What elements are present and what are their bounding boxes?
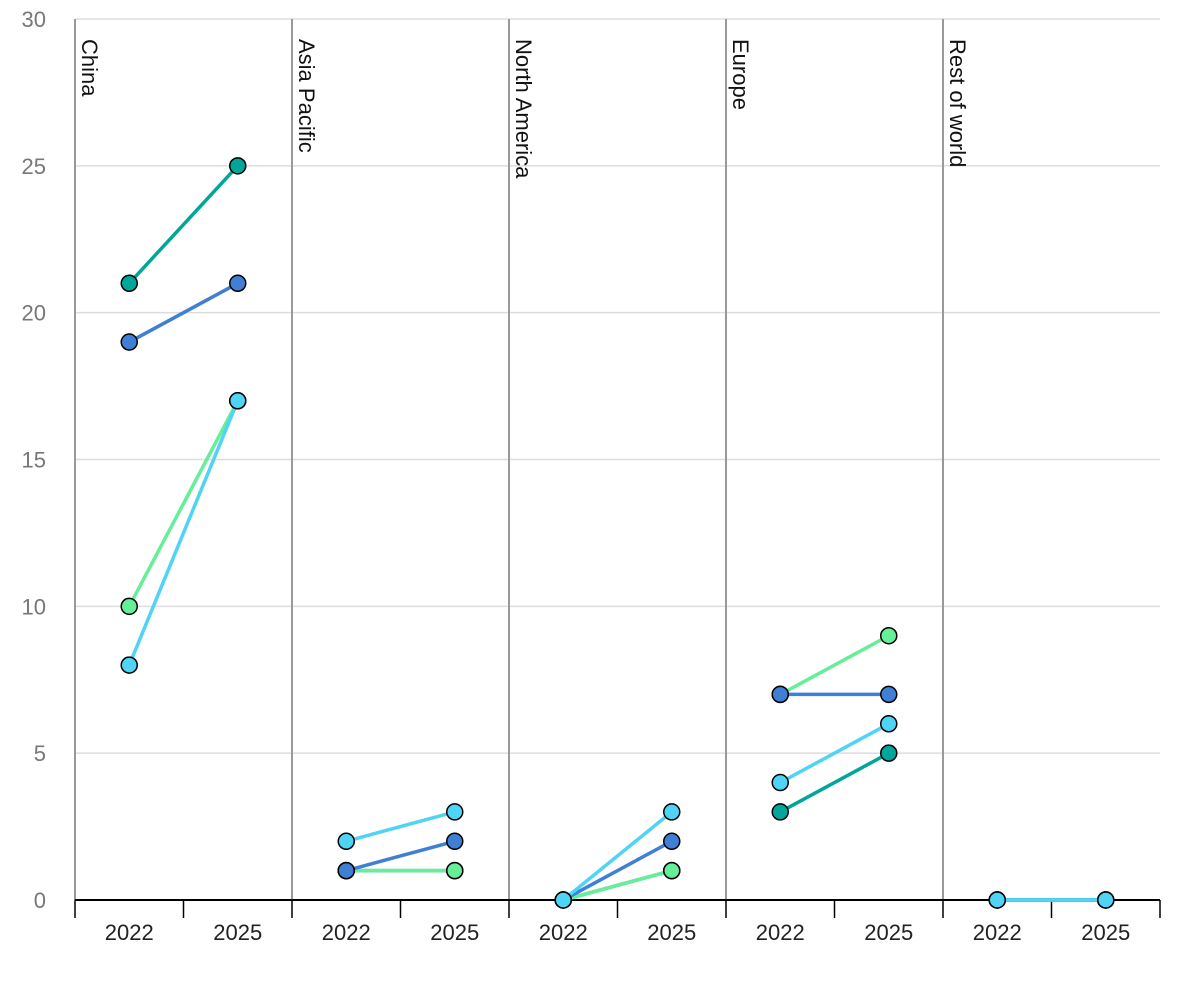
data-point: [663, 832, 681, 851]
data-point: [120, 597, 138, 616]
data-point: [120, 333, 138, 351]
x-tick-label: 2025: [864, 920, 913, 945]
data-point: [337, 861, 355, 880]
series-line: [127, 164, 240, 286]
data-point: [771, 773, 789, 792]
y-tick-label: 0: [34, 888, 46, 913]
data-point: [120, 656, 138, 674]
y-tick-label: 5: [34, 741, 46, 766]
panel-label: Asia Pacific: [294, 39, 319, 153]
y-tick-label: 20: [22, 301, 46, 326]
data-point: [554, 891, 572, 909]
data-point: [880, 626, 898, 645]
series-line: [127, 399, 240, 609]
x-tick-label: 2025: [647, 920, 696, 945]
data-point: [446, 803, 464, 821]
data-point: [337, 832, 355, 851]
y-tick-label: 15: [22, 448, 46, 473]
data-point: [229, 274, 247, 293]
y-axis-ticks: 0 5 10 15 20 25 30: [22, 7, 46, 913]
x-tick-label: 2022: [322, 920, 371, 945]
x-tick-label: 2022: [756, 920, 805, 945]
gridlines: [75, 18, 1160, 754]
series-line: [344, 810, 457, 844]
data-point: [229, 392, 247, 410]
series-line: [778, 633, 891, 697]
series-line: [127, 399, 240, 667]
series-line: [127, 281, 240, 344]
y-tick-label: 30: [22, 7, 46, 32]
data-point: [988, 891, 1006, 909]
x-tick-label: 2022: [973, 920, 1022, 945]
panel-label: China: [77, 39, 102, 97]
data-point: [446, 861, 464, 880]
y-tick-label: 10: [22, 594, 46, 619]
series-line: [778, 722, 891, 785]
x-tick-label: 2025: [1081, 920, 1130, 945]
panel-label: Europe: [728, 39, 753, 110]
data-point: [880, 715, 898, 733]
x-tick-label: 2025: [430, 920, 479, 945]
panel-label: North America: [511, 39, 536, 179]
x-tick-label: 2022: [539, 920, 588, 945]
data-point: [880, 744, 898, 762]
series-line: [344, 839, 457, 873]
x-tick-label: 2022: [105, 920, 154, 945]
data-point: [663, 861, 681, 880]
data-point: [120, 274, 138, 293]
data-point: [229, 157, 247, 175]
series-lines: [120, 157, 1115, 909]
panel-label: Rest of world: [945, 39, 970, 167]
x-tick-label: 2025: [213, 920, 262, 945]
series-line: [561, 868, 674, 902]
data-point: [771, 803, 789, 821]
y-tick-label: 25: [22, 154, 46, 179]
series-line: [561, 839, 674, 902]
data-point: [771, 685, 789, 704]
series-line: [561, 810, 674, 902]
data-point: [663, 803, 681, 821]
panels: China Asia Pacific North America Europe Rest…: [74, 19, 970, 900]
data-point: [446, 832, 464, 851]
x-axis: 2022 2025 2022 2025 2022 2025 2022 2025 2022 2025: [74, 899, 1161, 945]
data-point: [1097, 891, 1115, 909]
series-line: [778, 751, 891, 814]
data-point: [880, 685, 898, 704]
